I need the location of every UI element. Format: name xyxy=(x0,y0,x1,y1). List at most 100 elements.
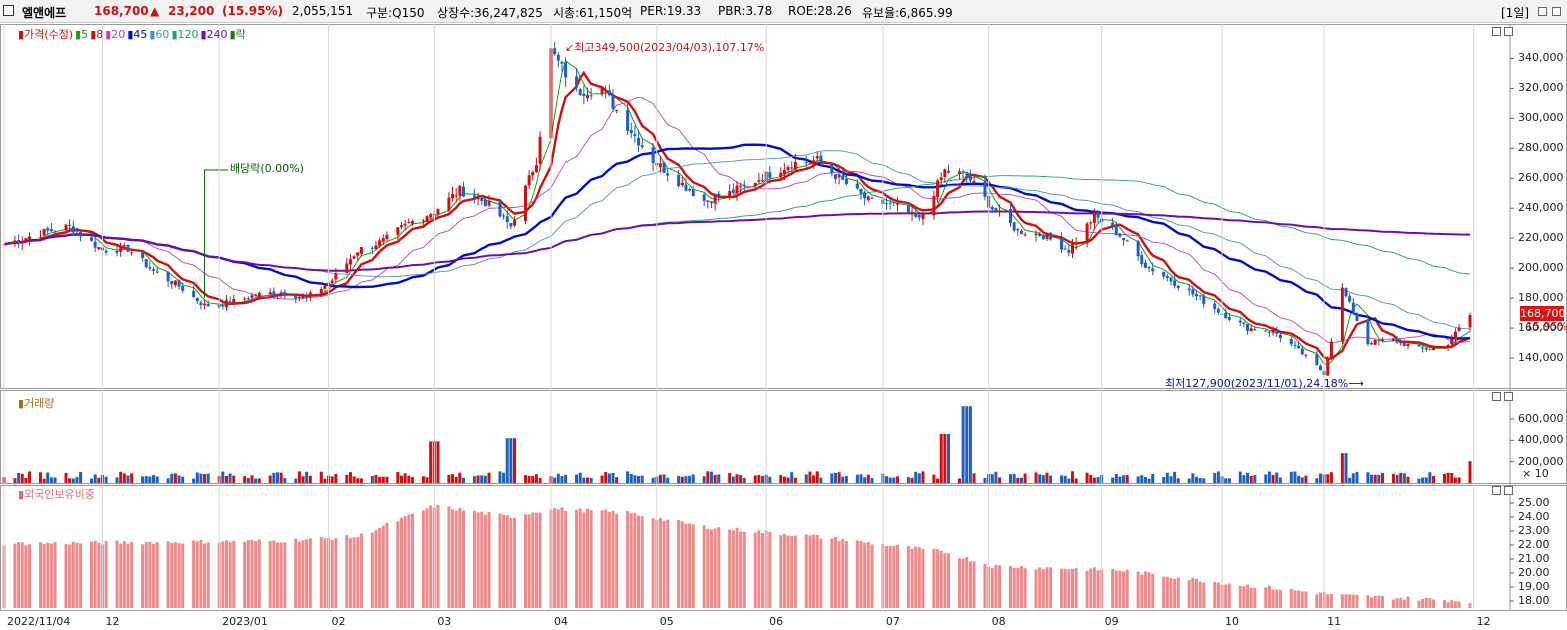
volume-bar xyxy=(1169,476,1173,483)
foreign-ratio-bar xyxy=(998,565,1002,608)
foreign-ratio-bar xyxy=(1151,573,1155,608)
candle-body xyxy=(155,271,159,273)
candle-body xyxy=(1278,334,1282,339)
volume-close-icon[interactable] xyxy=(1504,392,1513,401)
candle-body xyxy=(888,202,892,204)
foreign-menu-icon[interactable] xyxy=(1492,486,1501,495)
volume-bar xyxy=(560,476,564,483)
x-tick-label: 09 xyxy=(1104,615,1119,628)
foreign-ratio-bar xyxy=(1446,602,1450,608)
volume-bar xyxy=(1009,474,1013,483)
volume-bar xyxy=(895,476,899,483)
candle-body xyxy=(680,182,684,186)
volume-bar xyxy=(793,477,797,483)
foreign-ratio-bar xyxy=(1300,591,1304,608)
foreign-ratio-bar xyxy=(1162,576,1166,608)
foreign-ratio-bar xyxy=(1424,597,1428,608)
x-tick-label: 07 xyxy=(885,615,900,628)
candle-body xyxy=(1340,287,1344,342)
candle-body xyxy=(75,231,79,233)
panel-frame xyxy=(0,390,1567,484)
foreign-ratio-bar xyxy=(173,542,177,608)
volume-menu-icon[interactable] xyxy=(1492,392,1501,401)
foreign-ratio-bar xyxy=(1242,586,1246,608)
volume-bar xyxy=(1224,478,1228,483)
candle-body xyxy=(381,238,385,242)
foreign-ratio-bar xyxy=(651,518,655,608)
foreign-ratio-bar xyxy=(575,509,579,608)
volume-bar xyxy=(1216,471,1220,483)
volume-bar xyxy=(965,406,969,483)
foreign-ratio-bar xyxy=(370,532,374,608)
foreign-ratio-bar xyxy=(1096,570,1100,608)
volume-bar xyxy=(739,475,743,483)
volume-bar xyxy=(356,478,360,483)
candle-body xyxy=(855,183,859,189)
candle-body xyxy=(119,245,123,252)
volume-bar xyxy=(1213,472,1217,483)
candle-body xyxy=(297,297,301,299)
panel-menu-icon[interactable] xyxy=(1492,27,1501,36)
candle-body xyxy=(1067,249,1071,253)
volume-bar xyxy=(283,478,287,483)
roe-value: ROE:28.26 xyxy=(788,4,852,18)
trade-volume: 2,055,151 xyxy=(292,4,354,18)
foreign-ratio-bar xyxy=(1304,591,1308,608)
foreign-ratio-bar xyxy=(345,535,349,608)
foreign-ratio-bar xyxy=(702,525,706,608)
volume-bar xyxy=(454,476,458,483)
foreign-ratio-bar xyxy=(793,535,797,608)
foreign-ratio-bar xyxy=(348,538,352,608)
price-y-tick: 280,000 xyxy=(1518,141,1564,155)
volume-bar xyxy=(1442,473,1446,483)
foreign-ratio-bar xyxy=(1023,568,1027,608)
candle-body xyxy=(662,162,666,173)
candle-body xyxy=(604,89,608,91)
volume-bar xyxy=(436,441,440,483)
volume-bar xyxy=(374,474,378,483)
panel-close-icon[interactable] xyxy=(1504,27,1513,36)
volume-bar xyxy=(1173,471,1177,483)
candle-body xyxy=(691,189,695,197)
volume-bar xyxy=(458,472,462,483)
candle-body xyxy=(965,173,969,176)
foreign-ratio-bar xyxy=(1267,585,1271,608)
volume-bar xyxy=(461,477,465,483)
volume-bar xyxy=(68,478,72,483)
foreign-ratio-bar xyxy=(294,538,298,608)
candle-body xyxy=(1406,344,1410,347)
volume-bar xyxy=(1198,477,1202,483)
volume-bar xyxy=(17,472,21,483)
candle-body xyxy=(684,184,688,191)
foreign-ratio-bar xyxy=(906,546,910,608)
volume-bar xyxy=(148,476,152,483)
stock-name: 엘앤에프 xyxy=(22,6,67,20)
candle-body xyxy=(870,197,874,199)
foreign-close-icon[interactable] xyxy=(1504,486,1513,495)
volume-bar xyxy=(1300,477,1304,483)
volume-bar xyxy=(505,438,509,483)
candle-body xyxy=(509,222,513,227)
foreign-ratio-bar xyxy=(436,504,440,608)
foreign-ratio-bar xyxy=(246,540,250,608)
dividend-annotation: 배당락(0.00%) xyxy=(230,162,304,175)
close-icon[interactable] xyxy=(1552,7,1561,16)
foreign-ratio-bar xyxy=(272,540,276,608)
minimize-icon[interactable] xyxy=(1538,7,1547,16)
period-selector[interactable]: [1일] xyxy=(1501,6,1530,20)
candle-body xyxy=(1071,244,1075,254)
foreign-ratio-bar xyxy=(677,520,681,608)
foreign-ratio-bar xyxy=(1213,582,1217,608)
foreign-ratio-bar xyxy=(1049,567,1053,608)
volume-bar xyxy=(1071,471,1075,483)
volume-bar xyxy=(939,433,943,483)
volume-bar xyxy=(1023,473,1027,483)
foreign-ratio-bar xyxy=(910,548,914,608)
foreign-ratio-bar xyxy=(502,514,506,608)
foreign-ratio-bar xyxy=(206,542,210,608)
foreign-ratio-bar xyxy=(917,547,921,608)
foreign-ratio-bar xyxy=(855,540,859,608)
select-checkbox[interactable] xyxy=(3,5,14,16)
candle-body xyxy=(407,222,411,224)
volume-bar xyxy=(1162,476,1166,483)
